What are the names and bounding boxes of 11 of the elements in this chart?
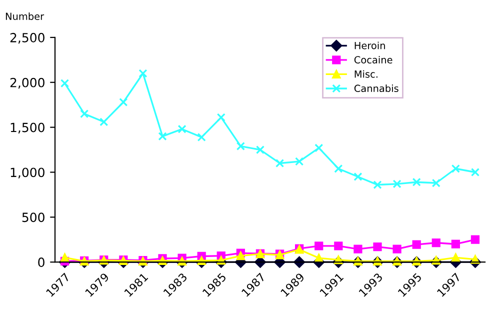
legend-label: Misc.	[354, 70, 378, 78]
legend-label: Heroin	[354, 42, 385, 50]
y-tick-label: 1,000	[10, 168, 44, 178]
y-tick-label: 1,500	[10, 122, 44, 134]
y-axis-title: Number	[6, 12, 44, 20]
y-tick-label: 0	[38, 258, 44, 268]
y-tick-label: 2,000	[10, 78, 44, 89]
legend-label: Cannabis	[354, 84, 398, 92]
y-tick-label: 2,500	[10, 32, 44, 44]
legend-label: Cocaine	[354, 56, 392, 64]
y-tick-label: 500	[22, 212, 44, 222]
